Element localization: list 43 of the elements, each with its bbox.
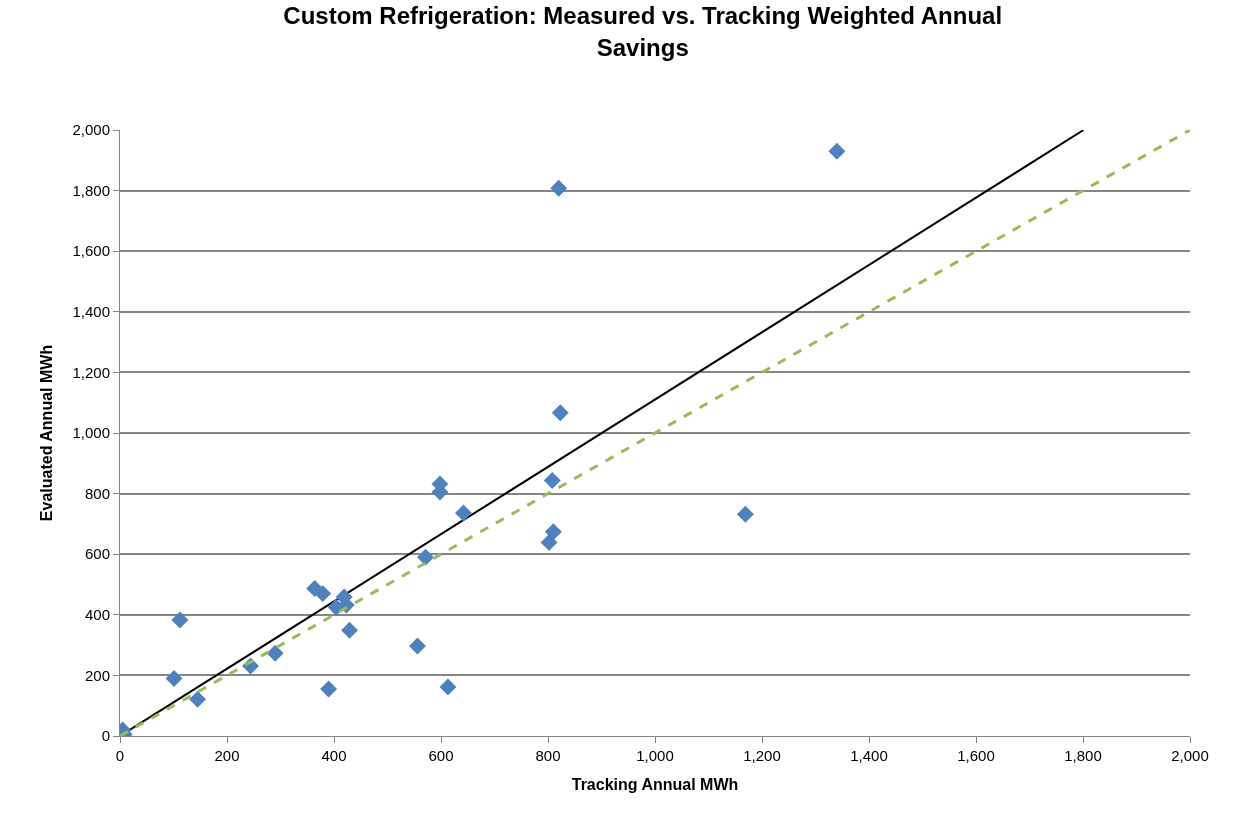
point [341,621,358,639]
x-tick-label: 0 [115,747,125,764]
y-tick-label: 1,000 [72,424,110,442]
y-tick-label: 200 [84,666,110,684]
y-tick-label: 1,800 [72,181,110,199]
x-axis-title: Tracking Annual MWh [571,775,739,793]
y-tick-label: 600 [84,545,110,563]
y-tick-label: 1,600 [72,242,110,260]
x-tick-label: 200 [214,747,240,764]
x-tick-label: 1,400 [850,747,888,764]
y-tick-label: 1,200 [72,363,110,381]
point [320,680,338,698]
point [543,472,561,490]
y-tick-label: 2,000 [72,121,110,139]
point [736,505,754,523]
x-tick-label: 400 [321,747,347,764]
y-axis-title: Evaluated Annual MWh [38,344,56,522]
point [540,533,558,551]
point [165,669,183,687]
point [550,179,568,197]
point [314,585,332,603]
point [171,611,189,629]
point [189,690,207,708]
point [551,404,569,422]
x-tick-label: 600 [428,747,454,764]
x-tick-label: 800 [535,747,561,764]
point [828,142,846,160]
y-tick-label: 400 [84,606,110,624]
x-tick-label: 2,000 [1171,747,1209,764]
y-tick-label: 0 [101,727,110,745]
x-tick-label: 1,000 [636,747,674,764]
point [439,678,457,696]
point [455,504,472,522]
y-tick-label: 1,400 [72,303,110,321]
point [409,637,426,655]
x-tick-label: 1,200 [743,747,781,764]
point [266,644,284,662]
x-tick-label: 1,800 [1064,747,1102,764]
chart-title: Custom Refrigeration: Measured vs. Tracking Weighted Annual Savings [283,2,1003,61]
point [544,523,562,541]
x-tick-label: 1,600 [957,747,995,764]
point [417,548,434,566]
y-tick-label: 800 [84,484,110,502]
